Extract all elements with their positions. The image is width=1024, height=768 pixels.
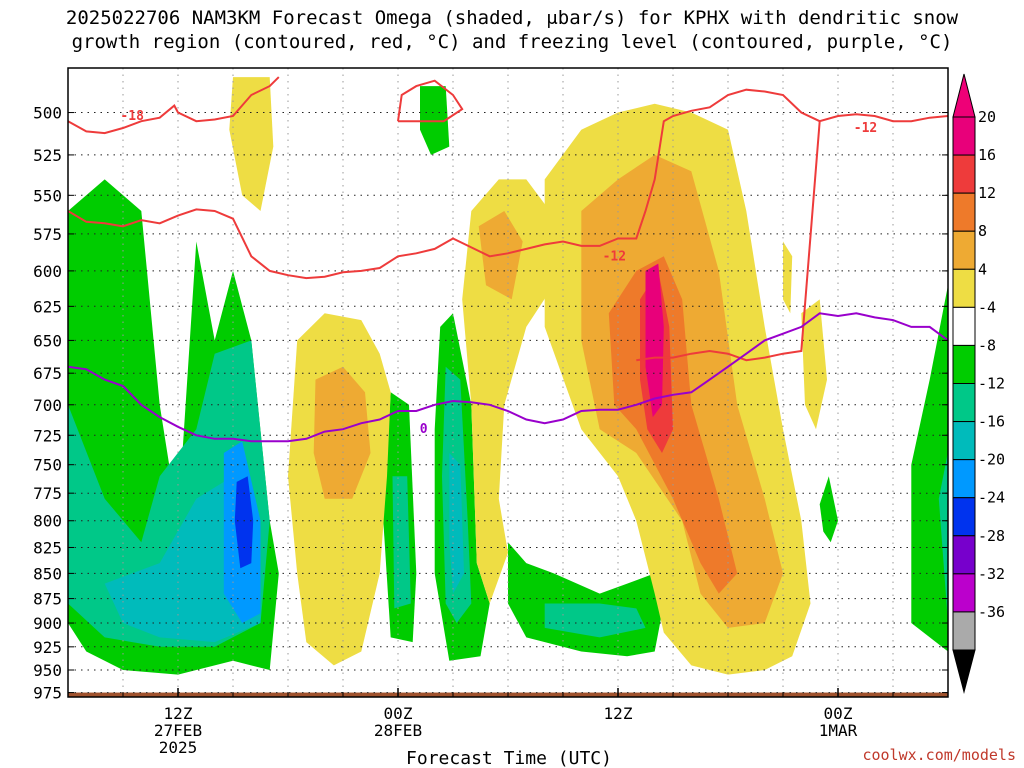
omega-shading-region xyxy=(801,299,827,430)
colorbar-box xyxy=(952,230,976,270)
colorbar-box xyxy=(952,535,976,575)
x-tick-label: 00Z xyxy=(384,704,413,723)
y-tick-label: 550 xyxy=(33,186,62,205)
contour-label: -12 xyxy=(854,121,877,136)
site-credit: coolwx.com/models xyxy=(862,746,1016,764)
contour-line xyxy=(68,76,280,135)
colorbar-label: -28 xyxy=(978,527,1005,545)
contour-label: 0 xyxy=(420,422,428,437)
y-tick-label: 925 xyxy=(33,638,62,657)
colorbar-bottom-arrow xyxy=(952,649,976,694)
colorbar-box xyxy=(952,192,976,232)
omega-shading-region xyxy=(392,476,411,609)
colorbar-box xyxy=(952,497,976,537)
omega-shading-region xyxy=(645,263,664,418)
colorbar-label: -8 xyxy=(978,336,996,354)
omega-shading-region xyxy=(229,77,274,211)
omega-shading-region xyxy=(819,476,838,543)
colorbar-box xyxy=(952,611,976,651)
colorbar-label: -24 xyxy=(978,489,1005,507)
colorbar-box xyxy=(952,344,976,384)
colorbar-label: -16 xyxy=(978,413,1005,431)
colorbar-box xyxy=(952,154,976,194)
contour-label: -12 xyxy=(603,249,626,264)
colorbar-box xyxy=(952,116,976,156)
contour-line xyxy=(68,88,821,280)
y-tick-label: 625 xyxy=(33,297,62,316)
colorbar-box xyxy=(952,421,976,461)
colorbar: 20 16 12 8 4 -4 -8 -12 -16 -20 -24 -28 -32 -36 xyxy=(952,73,1005,694)
x-tick-label: 28FEB xyxy=(374,721,422,740)
omega-shading-region xyxy=(508,542,664,657)
chart-title-line-2: growth region (contoured, red, °C) and f… xyxy=(72,31,953,53)
colorbar-box xyxy=(952,306,976,346)
colorbar-label: -32 xyxy=(978,565,1005,583)
contour-line xyxy=(397,79,464,123)
contour-label: -18 xyxy=(120,109,144,124)
omega-shading-region xyxy=(234,476,254,569)
colorbar-label: -20 xyxy=(978,451,1005,469)
colorbar-box xyxy=(952,268,976,308)
contour-line xyxy=(636,113,948,362)
colorbar-top-arrow xyxy=(952,73,976,118)
x-tick-label: 1MAR xyxy=(819,721,858,740)
x-tick-label: 00Z xyxy=(824,704,853,723)
y-tick-label: 825 xyxy=(33,538,62,557)
omega-shading-region xyxy=(544,603,646,638)
omega-shading-region xyxy=(449,453,464,594)
omega-shading-region xyxy=(783,241,793,314)
y-tick-label: 525 xyxy=(33,146,62,165)
y-tick-label: 900 xyxy=(33,614,62,633)
x-tick-label: 12Z xyxy=(604,704,633,723)
omega-shading-region xyxy=(911,285,948,652)
y-tick-label: 750 xyxy=(33,456,62,475)
colorbar-label: 8 xyxy=(978,222,987,240)
colorbar-box xyxy=(952,459,976,499)
colorbar-box xyxy=(952,383,976,423)
y-tick-label: 800 xyxy=(33,512,62,531)
y-tick-label: 775 xyxy=(33,484,62,503)
y-tick-label: 700 xyxy=(33,396,62,415)
y-tick-label: 875 xyxy=(33,590,62,609)
colorbar-label: 12 xyxy=(978,184,996,202)
plot-area xyxy=(68,77,948,697)
colorbar-label: -36 xyxy=(978,603,1005,621)
y-tick-label: 650 xyxy=(33,331,62,350)
y-tick-label: 600 xyxy=(33,262,62,281)
x-tick-label: 27FEB xyxy=(154,721,202,740)
y-tick-label: 675 xyxy=(33,364,62,383)
y-tick-label: 575 xyxy=(33,225,62,244)
omega-shading-region xyxy=(104,476,261,643)
colorbar-label: -12 xyxy=(978,375,1005,393)
contour-line xyxy=(68,312,948,443)
y-axis: 500 525 550 575 600 625 650 675 700 725 750 775 800 8… xyxy=(33,104,948,703)
y-tick-label: 725 xyxy=(33,426,62,445)
colorbar-label: 16 xyxy=(978,146,996,164)
y-tick-label: 975 xyxy=(33,684,62,703)
colorbar-label: -4 xyxy=(978,298,996,316)
chart-title-line-1: 2025022706 NAM3KM Forecast Omega (shaded… xyxy=(66,7,959,29)
omega-shading-region xyxy=(313,366,371,499)
x-tick-label: 12Z xyxy=(164,704,193,723)
y-tick-label: 850 xyxy=(33,564,62,583)
y-tick-label: 950 xyxy=(33,661,62,680)
y-tick-label: 500 xyxy=(33,104,62,123)
x-tick-label: 2025 xyxy=(159,738,198,757)
x-axis-title: Forecast Time (UTC) xyxy=(406,748,612,768)
omega-shading-region xyxy=(938,451,948,623)
colorbar-label: 20 xyxy=(978,108,996,126)
colorbar-label: 4 xyxy=(978,260,987,278)
contour-lines: -18 -12 -12 0 xyxy=(68,76,948,443)
colorbar-box xyxy=(952,573,976,613)
